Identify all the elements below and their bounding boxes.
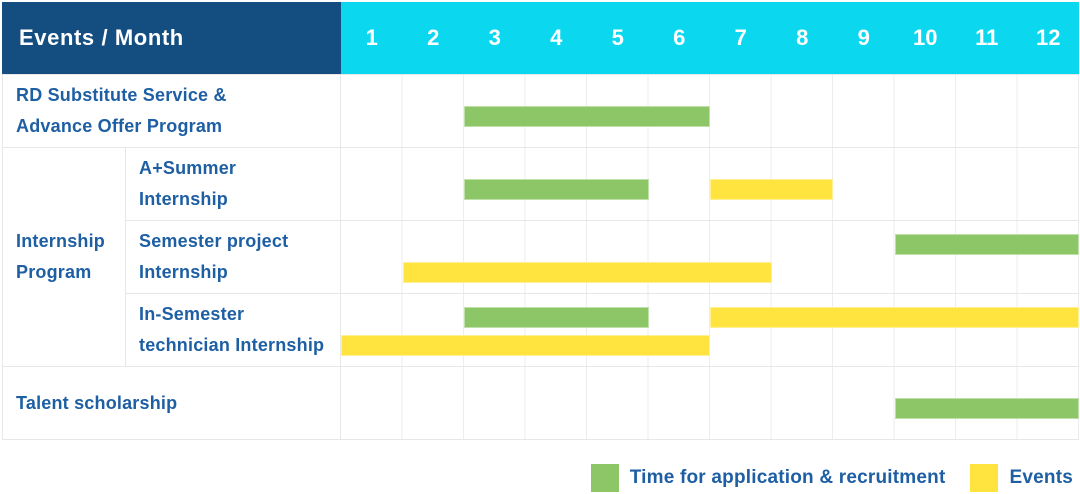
month-header-cell: 3 bbox=[464, 2, 526, 74]
row-label-talent-scholarship: Talent scholarship bbox=[3, 366, 341, 439]
month-label: 9 bbox=[857, 25, 870, 50]
row-label-semester-project: Semester project Internship bbox=[126, 220, 341, 293]
month-header-cell: 8 bbox=[772, 2, 834, 74]
corner-header-label: Events / Month bbox=[19, 25, 184, 50]
month-label: 2 bbox=[427, 25, 440, 50]
month-label: 12 bbox=[1036, 25, 1061, 50]
month-header-cell: 5 bbox=[587, 2, 649, 74]
row-label-line: technician Internship bbox=[139, 335, 325, 355]
row-label-line: In-Semester bbox=[139, 304, 245, 324]
month-header-cell: 11 bbox=[956, 2, 1018, 74]
application-recruitment-bar bbox=[464, 106, 710, 127]
row-label-line: A+Summer bbox=[139, 158, 237, 178]
application-recruitment-bar bbox=[464, 307, 649, 328]
month-label: 1 bbox=[365, 25, 378, 50]
timeline-row-in-semester-technician bbox=[341, 293, 1079, 366]
month-header-cell: 1 bbox=[341, 2, 403, 74]
month-label: 11 bbox=[975, 25, 999, 50]
timeline-row-semester-project bbox=[341, 220, 1079, 293]
row-label-line: Advance Offer Program bbox=[16, 116, 223, 136]
month-label: 6 bbox=[673, 25, 686, 50]
application-recruitment-bar bbox=[894, 398, 1079, 419]
month-label: 8 bbox=[796, 25, 809, 50]
month-header-row: 1 2 3 4 5 6 7 8 9 10 11 12 bbox=[341, 2, 1079, 74]
month-label: 3 bbox=[488, 25, 501, 50]
month-header-cell: 6 bbox=[649, 2, 711, 74]
event-bar bbox=[341, 335, 710, 356]
month-header-cell: 10 bbox=[895, 2, 957, 74]
group-label-internship-program: Internship Program bbox=[3, 147, 126, 366]
group-label-line: Program bbox=[16, 262, 92, 282]
timeline-row-rd-substitute bbox=[341, 74, 1079, 147]
row-label-line: RD Substitute Service & bbox=[16, 85, 227, 105]
row-label-line: Talent scholarship bbox=[16, 392, 178, 413]
month-label: 4 bbox=[550, 25, 563, 50]
corner-header-cell: Events / Month bbox=[2, 2, 341, 74]
events-table: Events / Month 1 2 3 4 5 6 7 8 9 10 11 1… bbox=[2, 2, 1079, 440]
timeline-row-talent-scholarship bbox=[341, 366, 1079, 439]
month-label: 7 bbox=[734, 25, 747, 50]
row-label-line: Internship bbox=[139, 262, 229, 282]
row-label-line: Semester project bbox=[139, 231, 289, 251]
event-bar bbox=[710, 307, 1079, 328]
month-header-cell: 2 bbox=[403, 2, 465, 74]
month-header-cell: 9 bbox=[833, 2, 895, 74]
row-label-line: Internship bbox=[139, 189, 229, 209]
row-label-in-semester-technician: In-Semester technician Internship bbox=[126, 293, 341, 366]
legend-label-events: Events bbox=[1009, 467, 1073, 488]
application-recruitment-bar bbox=[894, 234, 1079, 255]
legend-swatch-events bbox=[970, 464, 999, 492]
timeline-row-a-plus-summer bbox=[341, 147, 1079, 220]
event-bar bbox=[402, 262, 772, 283]
month-header-cell: 12 bbox=[1018, 2, 1080, 74]
legend: Time for application & recruitment Event… bbox=[590, 463, 1073, 493]
month-header-cell: 4 bbox=[526, 2, 588, 74]
row-label-a-plus-summer: A+Summer Internship bbox=[126, 147, 341, 220]
month-label: 5 bbox=[611, 25, 624, 50]
legend-swatch-application bbox=[590, 464, 619, 492]
event-bar bbox=[710, 179, 833, 200]
table-header-row: Events / Month 1 2 3 4 5 6 7 8 9 10 11 1… bbox=[2, 2, 1079, 74]
table-body: RD Substitute Service & Advance Offer Pr… bbox=[2, 74, 1079, 440]
month-label: 10 bbox=[913, 25, 938, 50]
legend-label-application: Time for application & recruitment bbox=[629, 467, 946, 488]
row-label-rd-substitute: RD Substitute Service & Advance Offer Pr… bbox=[3, 74, 341, 147]
month-header-cell: 7 bbox=[710, 2, 772, 74]
application-recruitment-bar bbox=[464, 179, 649, 200]
group-label-line: Internship bbox=[16, 231, 106, 251]
